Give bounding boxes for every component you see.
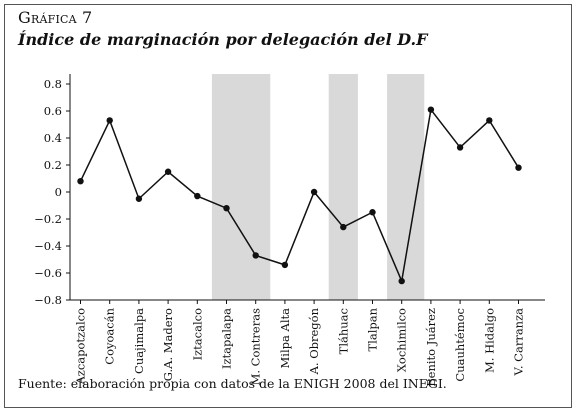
data-point [456,144,464,151]
y-tick-label: 0.6 [44,104,62,118]
shade-band-2 [387,74,425,300]
data-point [135,195,143,202]
data-point [427,106,435,113]
source-enigh: ENIGH [293,376,340,391]
x-tick-label: Cuajimalpa [132,308,146,374]
y-tick-label: −0.6 [34,266,62,280]
source-mid: 2008 del [339,376,403,391]
shaded-bands [211,74,425,300]
x-tick-label: A. Obregón [307,307,321,375]
data-point [369,209,376,216]
x-tick-label: Coyoacán [103,307,117,364]
shade-band-0 [211,74,271,300]
x-ticks: Azcapotzalco Coyoacán Cuajimalpa G.A. Mader… [74,300,526,387]
x-tick-label: Iztacalco [190,308,204,360]
data-point [398,277,405,285]
y-tick-label: −0.4 [34,239,62,253]
data-point [194,192,201,200]
series [77,106,522,285]
data-point [164,168,172,175]
chart-title: Índice de marginación por delegación del… [18,30,428,49]
data-point [223,205,230,212]
y-tick-label: 0.8 [44,77,62,91]
x-tick-label: V. Carranza [512,308,526,377]
data-point [340,223,347,231]
data-point [77,178,84,185]
axes [69,74,545,301]
data-point [106,117,113,124]
x-tick-label: Xochimilco [395,308,409,372]
x-tick-label: M. Contreras [249,308,263,385]
x-tick-label: Azcapotzalco [74,308,88,386]
y-ticks: 0.8 0.6 0.4 0.2 0 −0.2 −0.4 −0.6 −0.8 [34,77,70,307]
source-inegi: INEGI [402,376,443,391]
source-end: . [442,376,447,391]
data-point [515,164,522,171]
source-note: Fuente: elaboración propia con datos de … [18,376,447,391]
data-point [281,261,289,269]
x-tick-label: Cuauhtémoc [453,308,467,382]
series-line [79,107,520,284]
data-point [252,252,259,259]
x-tick-label: M. Hidalgo [482,308,496,373]
x-tick-label: Milpa Alta [278,308,292,369]
x-tick-label: Iztapalapa [220,308,234,369]
y-tick-label: −0.2 [34,212,62,226]
y-tick-label: 0 [55,185,62,199]
data-point [310,188,318,196]
y-tick-label: 0.4 [44,131,62,145]
x-tick-label: Tlalpan [366,307,380,351]
shade-band-1 [328,74,358,300]
x-tick-label: G.A. Madero [161,308,175,381]
x-tick-label: Benito Juárez [424,308,438,387]
figure-frame [4,4,572,408]
data-point [486,117,493,124]
y-tick-label: 0.2 [44,158,62,172]
x-tick-label: Tláhuac [336,308,350,354]
y-tick-label: −0.8 [34,293,62,307]
source-prefix: Fuente: elaboración propia con datos de … [18,376,294,391]
figure-label: Gráfica 7 [18,8,93,27]
